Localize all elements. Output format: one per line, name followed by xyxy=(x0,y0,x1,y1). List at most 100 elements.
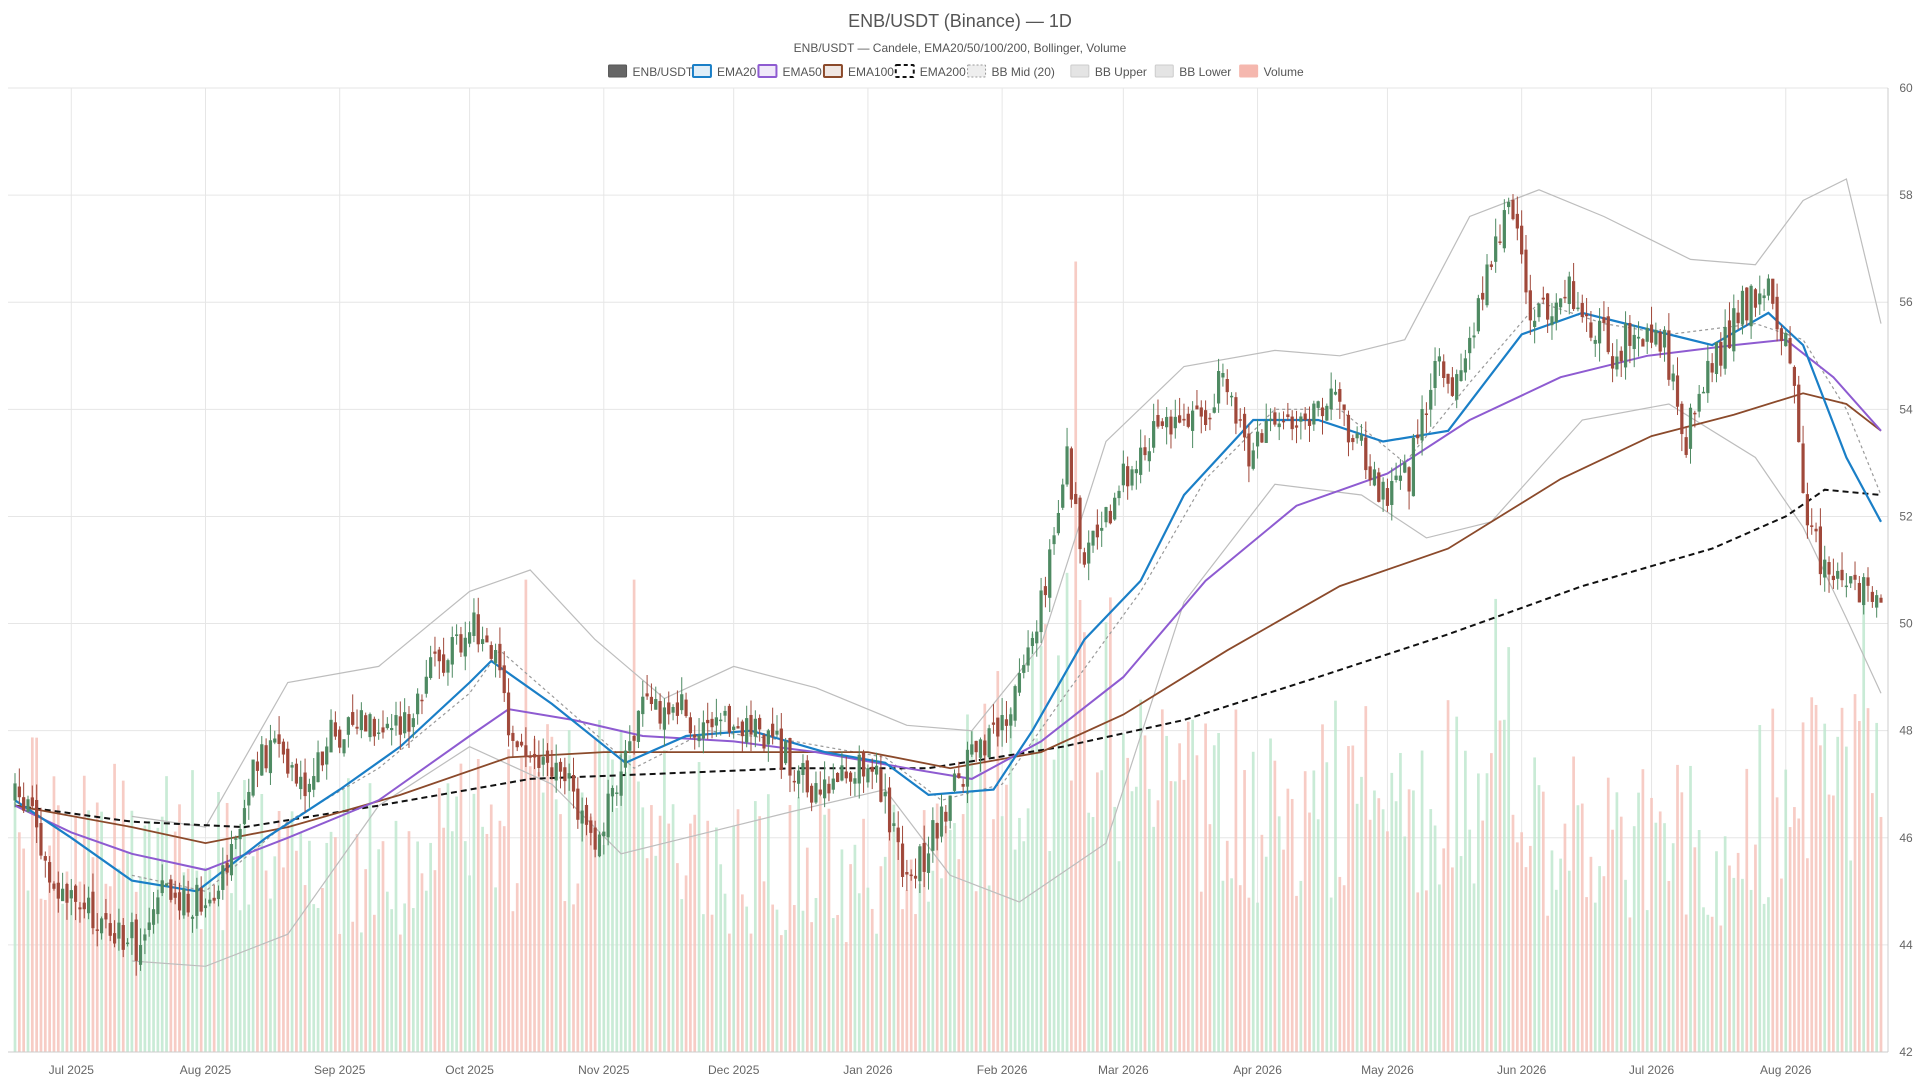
candle-body xyxy=(1745,287,1749,321)
volume-bar xyxy=(689,823,692,1052)
volume-bar xyxy=(35,737,38,1052)
volume-bar xyxy=(1710,916,1714,1052)
volume-bar xyxy=(256,847,259,1052)
candle-body xyxy=(1455,374,1459,400)
volume-bar xyxy=(914,914,917,1052)
candle-body xyxy=(697,735,701,742)
candle-body xyxy=(1662,329,1667,348)
volume-bar xyxy=(771,904,775,1052)
volume-bar xyxy=(1758,725,1762,1052)
candle-body xyxy=(797,770,801,784)
volume-bar xyxy=(1256,902,1259,1052)
candle-body xyxy=(1069,448,1073,500)
candle-body xyxy=(69,890,73,899)
candle-body xyxy=(1420,409,1424,441)
volume-bar xyxy=(836,914,839,1052)
x-tick-label: Feb 2026 xyxy=(977,1063,1028,1077)
volume-bar xyxy=(1489,753,1493,1052)
candle-body xyxy=(593,827,597,850)
candle-body xyxy=(260,744,264,776)
volume-bar xyxy=(792,905,796,1052)
candle-body xyxy=(589,820,593,833)
volume-bar xyxy=(1325,762,1329,1052)
volume-bar xyxy=(1126,757,1130,1052)
volume-bar xyxy=(1234,709,1238,1052)
candle-body xyxy=(610,788,615,797)
volume-bar xyxy=(775,909,779,1052)
volume-bar xyxy=(1481,820,1485,1052)
candle-body xyxy=(1113,497,1117,520)
volume-bar xyxy=(615,807,619,1052)
candle-body xyxy=(736,726,740,729)
volume-bar xyxy=(940,878,943,1052)
volume-bar xyxy=(316,907,320,1052)
volume-bar xyxy=(1412,790,1415,1052)
candle-body xyxy=(290,765,294,768)
legend-item[interactable]: BB Upper xyxy=(1070,64,1147,79)
volume-bar xyxy=(515,883,519,1052)
volume-bar xyxy=(753,801,757,1052)
volume-bar xyxy=(126,851,129,1052)
legend-item[interactable]: EMA200 xyxy=(894,64,966,79)
legend-item[interactable]: BB Lower xyxy=(1154,64,1231,79)
legend-item[interactable]: EMA20 xyxy=(691,64,757,79)
candle-body xyxy=(835,772,840,782)
volume-bar xyxy=(282,867,285,1052)
candle-body xyxy=(108,923,112,936)
candle-body xyxy=(294,763,299,784)
candle-body xyxy=(844,771,848,779)
candle-body xyxy=(13,783,17,801)
candle-body xyxy=(632,735,636,741)
candle-body xyxy=(1394,475,1398,480)
candle-body xyxy=(1675,375,1680,407)
volume-bars xyxy=(13,261,1883,1052)
volume-bar xyxy=(472,793,476,1052)
candle-body xyxy=(961,783,965,787)
candle-body xyxy=(1602,317,1606,324)
candle-body xyxy=(61,888,65,902)
volume-bar xyxy=(1264,856,1268,1052)
candle-body xyxy=(913,875,918,879)
volume-bar xyxy=(1879,816,1883,1052)
candle-body xyxy=(1528,290,1532,321)
volume-bar xyxy=(1121,733,1125,1052)
volume-bar xyxy=(1113,806,1117,1052)
volume-bar xyxy=(1767,897,1770,1052)
legend-item[interactable]: ENB/USDT xyxy=(608,64,694,79)
candle-body xyxy=(1576,307,1580,310)
legend-item[interactable]: EMA100 xyxy=(822,64,894,79)
volume-bar xyxy=(290,811,294,1052)
volume-bar xyxy=(468,875,471,1052)
candle-body xyxy=(1818,526,1822,575)
candle-body xyxy=(762,734,766,749)
legend-item[interactable]: EMA50 xyxy=(757,64,822,79)
volume-bar xyxy=(334,837,337,1052)
legend-item[interactable]: Volume xyxy=(1239,64,1304,79)
volume-bar xyxy=(576,883,580,1052)
candle-body xyxy=(1372,469,1377,486)
candle-body xyxy=(792,780,796,783)
candle-body xyxy=(411,718,415,728)
volume-bar xyxy=(1693,847,1697,1052)
legend-item[interactable]: BB Mid (20) xyxy=(967,64,1055,79)
candle-body xyxy=(580,810,584,824)
candle-body xyxy=(1173,416,1177,429)
volume-bar xyxy=(1316,819,1320,1052)
candle-body xyxy=(1610,356,1615,369)
candle-body xyxy=(467,632,472,644)
volume-bar xyxy=(1399,752,1402,1052)
candle-body xyxy=(1035,631,1039,644)
candle-body xyxy=(805,760,809,793)
chart-legend[interactable]: ENB/USDT EMA20 EMA50 EMA100 EMA200 BB Mid (20… xyxy=(608,64,1304,79)
y-tick-label: 46 xyxy=(1899,831,1913,845)
volume-bar xyxy=(546,724,549,1052)
candle-body xyxy=(680,694,684,711)
candle-body xyxy=(597,834,602,857)
candle-body xyxy=(1325,405,1329,421)
volume-bar xyxy=(1035,738,1039,1052)
volume-bar xyxy=(749,933,753,1052)
volume-bar xyxy=(1593,902,1597,1052)
volume-bar xyxy=(849,864,852,1052)
volume-bar xyxy=(1290,798,1294,1052)
